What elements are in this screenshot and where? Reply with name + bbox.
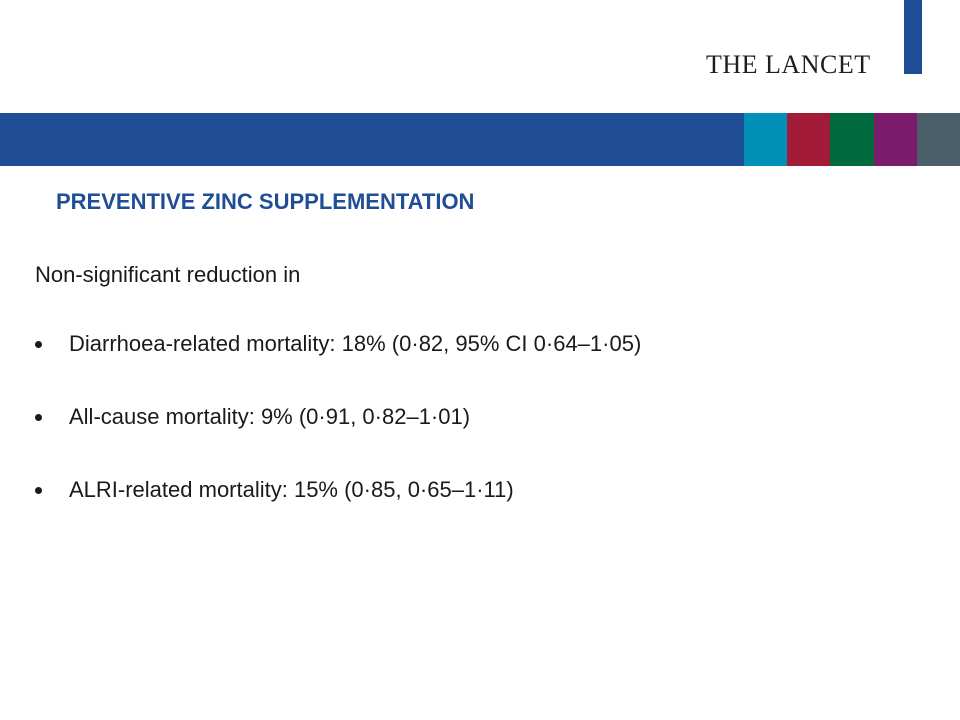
bullet-icon [35, 341, 42, 348]
intro-text: Non-significant reduction in [35, 262, 301, 287]
bullet-text: ALRI-related mortality: 15% (0·85, 0·65–… [69, 477, 514, 502]
band-swatch-purple [873, 113, 917, 166]
band-swatch-crimson [787, 113, 831, 166]
journal-logo: THE LANCET [706, 50, 871, 79]
band-swatch-teal [744, 113, 788, 166]
bullet-text: Diarrhoea-related mortality: 18% (0·82, … [69, 331, 642, 356]
bullet-text: All-cause mortality: 9% (0·91, 0·82–1·01… [69, 404, 471, 429]
band-swatch-green [830, 113, 874, 166]
bullet-icon [35, 414, 42, 421]
header-color-band [0, 113, 960, 166]
bullet-icon [35, 487, 42, 494]
logo-accent-bar [904, 0, 922, 74]
band-main-segment [0, 113, 744, 166]
band-swatch-slate [916, 113, 960, 166]
slide-title: PREVENTIVE ZINC SUPPLEMENTATION [56, 189, 475, 214]
